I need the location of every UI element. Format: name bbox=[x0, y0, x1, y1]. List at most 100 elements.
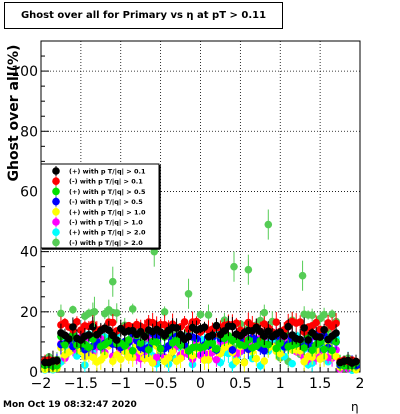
data-point bbox=[168, 347, 177, 356]
data-point bbox=[308, 311, 316, 319]
data-point bbox=[176, 341, 185, 349]
legend-label: (-) with p T/|q| > 2.0 bbox=[69, 239, 143, 248]
legend-marker bbox=[52, 238, 60, 247]
legend-label: (-) with p T/|q| > 1.0 bbox=[69, 219, 143, 228]
legend-marker bbox=[52, 218, 60, 226]
legend-marker bbox=[52, 197, 60, 206]
data-point bbox=[276, 339, 285, 347]
data-point bbox=[328, 310, 336, 318]
data-point bbox=[124, 336, 133, 344]
data-point bbox=[300, 344, 308, 352]
data-point bbox=[304, 336, 312, 344]
data-point bbox=[316, 333, 324, 341]
data-point bbox=[208, 331, 217, 339]
legend-label: (-) with p T/|q| > 0.1 bbox=[69, 178, 143, 187]
data-point bbox=[208, 339, 217, 348]
data-point bbox=[53, 356, 61, 365]
data-point bbox=[252, 342, 261, 350]
data-point bbox=[108, 357, 117, 365]
data-point bbox=[332, 319, 340, 328]
data-point bbox=[264, 340, 273, 349]
y-tick-label: 0 bbox=[29, 365, 38, 381]
legend-marker bbox=[52, 208, 60, 216]
y-tick-label: 60 bbox=[20, 184, 38, 200]
data-point bbox=[260, 357, 269, 365]
data-point bbox=[212, 345, 221, 353]
legend-label: (+) with p T/|q| > 2.0 bbox=[69, 229, 146, 238]
data-point bbox=[298, 271, 307, 280]
data-point bbox=[120, 342, 129, 350]
data-point bbox=[128, 346, 137, 355]
data-point bbox=[212, 355, 221, 364]
data-point bbox=[296, 318, 304, 326]
data-point bbox=[61, 340, 69, 349]
data-point bbox=[112, 336, 121, 344]
data-point bbox=[240, 341, 249, 350]
data-point bbox=[312, 318, 320, 327]
legend-label: (+) with p T/|q| > 0.5 bbox=[69, 188, 146, 197]
y-tick-label: 80 bbox=[20, 124, 38, 140]
data-point bbox=[180, 318, 189, 326]
data-point bbox=[264, 220, 273, 229]
data-point bbox=[90, 308, 99, 316]
data-point bbox=[160, 308, 169, 316]
data-point bbox=[172, 324, 181, 332]
legend: (+) with p T/|q| > 0.1(-) with p T/|q| >… bbox=[40, 163, 161, 250]
data-point bbox=[320, 345, 328, 354]
data-point bbox=[288, 359, 297, 368]
x-tick-label: 1.5 bbox=[309, 376, 331, 392]
data-point bbox=[240, 358, 249, 367]
data-point bbox=[108, 277, 117, 286]
x-tick-label: 0 bbox=[196, 376, 205, 392]
data-point bbox=[320, 310, 328, 319]
data-point bbox=[204, 311, 213, 319]
data-point bbox=[184, 289, 193, 298]
data-point bbox=[112, 309, 121, 317]
x-tick-label: 0.5 bbox=[229, 376, 251, 392]
data-point bbox=[320, 326, 328, 334]
chart-title: Ghost over all for Primary vs η at pT > … bbox=[4, 2, 283, 29]
legend-label: (+) with p T/|q| > 0.1 bbox=[69, 168, 146, 177]
data-point bbox=[260, 346, 269, 355]
data-point bbox=[276, 349, 285, 358]
data-point bbox=[184, 332, 193, 341]
data-point bbox=[160, 331, 169, 340]
data-point bbox=[65, 348, 73, 356]
x-tick-label: −1 bbox=[110, 376, 131, 392]
data-point bbox=[104, 337, 113, 346]
legend-box bbox=[40, 163, 160, 249]
data-point bbox=[244, 265, 253, 274]
data-point bbox=[152, 353, 161, 361]
data-point bbox=[232, 357, 241, 366]
data-point bbox=[85, 343, 93, 352]
data-point bbox=[332, 329, 340, 337]
data-point bbox=[212, 321, 221, 330]
y-tick-label: 100 bbox=[11, 64, 38, 80]
data-point bbox=[108, 318, 117, 327]
timestamp: Mon Oct 19 08:32:47 2020 bbox=[3, 400, 137, 410]
data-point bbox=[176, 354, 185, 363]
data-point bbox=[73, 318, 81, 326]
legend-label: (+) with p T/|q| > 1.0 bbox=[69, 208, 146, 217]
data-point bbox=[140, 332, 149, 341]
legend-marker bbox=[52, 167, 60, 175]
data-point bbox=[308, 346, 316, 355]
data-point bbox=[152, 338, 161, 347]
data-point bbox=[101, 351, 109, 360]
data-point bbox=[272, 318, 281, 326]
data-point bbox=[264, 327, 273, 336]
data-point bbox=[352, 357, 360, 366]
data-point bbox=[228, 322, 237, 331]
data-point bbox=[280, 332, 289, 340]
data-point bbox=[328, 346, 336, 355]
data-point bbox=[69, 323, 77, 331]
data-point bbox=[104, 326, 113, 335]
x-axis-label: η bbox=[351, 400, 359, 414]
data-point bbox=[69, 305, 77, 314]
y-tick-label: 20 bbox=[20, 305, 38, 321]
y-tick-label: 40 bbox=[20, 245, 38, 261]
y-axis-label: Ghost over all(%) bbox=[6, 44, 22, 182]
data-point bbox=[200, 323, 209, 331]
data-point bbox=[57, 309, 65, 318]
